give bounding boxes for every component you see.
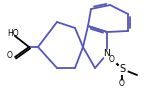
Text: S: S: [119, 64, 125, 74]
Text: HO: HO: [7, 30, 19, 38]
Text: O: O: [7, 51, 13, 61]
Text: N: N: [104, 49, 110, 59]
Text: O: O: [119, 80, 125, 89]
Text: O: O: [109, 55, 115, 65]
